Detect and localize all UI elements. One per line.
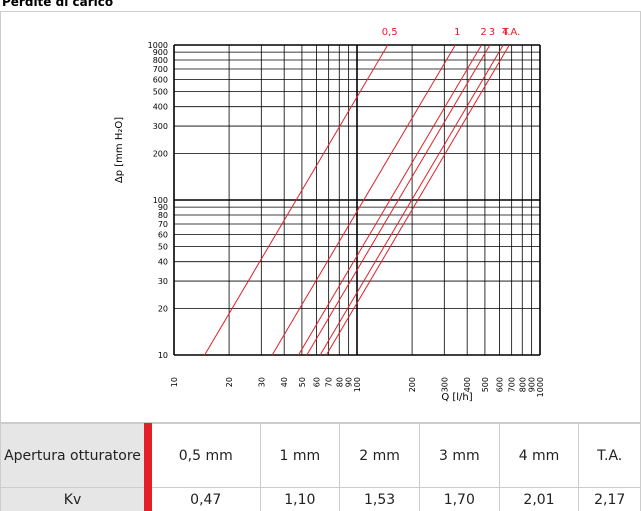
y-tick-label: 1000 (148, 41, 168, 50)
y-tick-label: 700 (153, 65, 168, 74)
x-tick-label: 300 (440, 377, 449, 392)
series-label: 2 (480, 27, 486, 38)
table-cell: Kv (0, 487, 152, 511)
y-tick-label: 900 (153, 48, 168, 57)
kv-table: Apertura otturatore 0,5 mm 1 mm 2 mm 3 mm 4 m… (0, 423, 641, 511)
series-line (271, 44, 456, 356)
table-cell: 2,01 (498, 487, 580, 511)
x-tick-label: 1000 (536, 377, 545, 397)
x-tick-label: 900 (528, 377, 537, 392)
table-cell: 1,10 (259, 487, 341, 511)
x-tick-label: 20 (225, 377, 234, 387)
table-cell: 0,47 (147, 487, 261, 511)
y-tick-label: 40 (158, 258, 168, 267)
series-line (298, 44, 482, 356)
x-tick-label: 600 (495, 377, 504, 392)
x-tick-label: 30 (257, 377, 266, 387)
table-cell: T.A. (578, 423, 641, 488)
y-tick-label: 100 (153, 196, 168, 205)
y-tick-label: 60 (158, 230, 168, 239)
series-line (319, 44, 504, 356)
table-cell: 1,53 (339, 487, 420, 511)
series-label: 3 (489, 27, 495, 38)
x-tick-label: 40 (280, 377, 289, 387)
y-tick-label: 500 (153, 88, 168, 97)
y-tick-label: 300 (153, 122, 168, 131)
x-tick-label: 400 (463, 377, 472, 392)
series-line (204, 44, 389, 356)
y-tick-label: 50 (158, 243, 168, 252)
table-row: Kv 0,47 1,10 1,53 1,70 2,01 2,17 (0, 487, 641, 511)
y-tick-label: 400 (153, 103, 168, 112)
x-axis-label: Q [l/h] (441, 392, 472, 403)
x-tick-label: 80 (335, 377, 344, 387)
x-tick-label: 90 (345, 377, 354, 387)
table-cell: 3 mm (418, 423, 500, 488)
y-tick-label: 90 (158, 203, 168, 212)
y-tick-label: 10 (158, 351, 168, 360)
y-tick-label: 80 (158, 211, 168, 220)
y-tick-label: 30 (158, 277, 168, 286)
table-cell: Apertura otturatore (0, 423, 152, 488)
chart-frame (0, 11, 641, 423)
series-line (306, 44, 491, 356)
series-label: 0,5 (382, 27, 398, 38)
x-tick-label: 200 (408, 377, 417, 392)
x-tick-label: 10 (170, 377, 179, 387)
y-tick-label: 800 (153, 56, 168, 65)
y-tick-label: 70 (158, 220, 168, 229)
table-cell: 1,70 (418, 487, 500, 511)
y-tick-label: 200 (153, 149, 168, 158)
table-cell: 2 mm (339, 423, 420, 488)
x-tick-label: 50 (298, 377, 307, 387)
table-cell: 4 mm (498, 423, 580, 488)
x-tick-label: 60 (312, 377, 321, 387)
x-tick-label: 700 (508, 377, 517, 392)
series-label: 4 (502, 27, 508, 38)
chart: 10 20 30 40 50 60 70 80 90 100 200 300 400 500 600 700 8… (0, 11, 641, 423)
x-tick-label: 500 (481, 377, 490, 392)
y-axis-label: Δp [mm H₂O] (114, 117, 125, 183)
x-tick-label: 100 (353, 377, 362, 392)
y-tick-label: 600 (153, 75, 168, 84)
x-tick-label: 70 (325, 377, 334, 387)
table-header: Apertura otturatore 0,5 mm 1 mm 2 mm 3 mm 4 m… (0, 423, 641, 488)
y-tick-label: 20 (158, 304, 168, 313)
x-tick-label: 800 (518, 377, 527, 392)
series-label: T.A. (501, 27, 520, 38)
series-line (325, 44, 510, 356)
table-cell: 2,17 (578, 487, 641, 511)
page-title: Perdite di carico (2, 0, 114, 9)
table-cell: 1 mm (259, 423, 341, 488)
table-cell: 0,5 mm (147, 423, 261, 488)
series-label: 1 (454, 27, 460, 38)
